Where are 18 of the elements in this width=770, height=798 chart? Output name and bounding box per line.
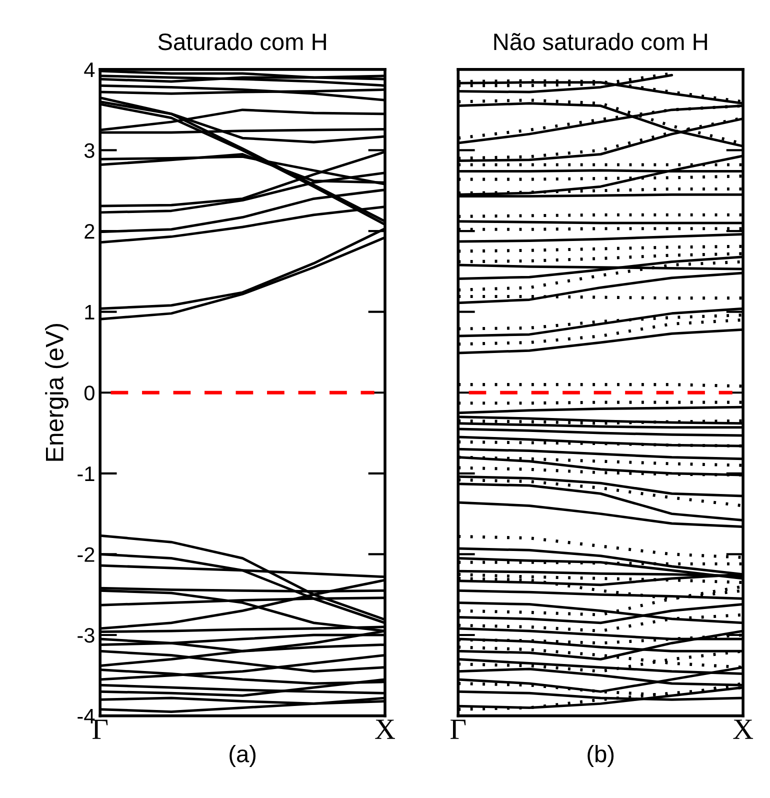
x-tick-label: Γ <box>450 720 466 739</box>
x-tick-label: X <box>375 720 396 739</box>
x-axis-title: (a) <box>230 745 256 768</box>
y-tick-label: 1 <box>85 305 94 320</box>
y-tick-label: 3 <box>84 143 94 158</box>
y-tick-label: 0 <box>84 386 94 400</box>
y-tick-label: -1 <box>78 466 94 481</box>
chart-title: Não saturado com H <box>494 32 707 50</box>
x-axis-title: (b) <box>588 745 614 768</box>
x-tick-label: X <box>733 720 754 739</box>
y-tick-label: 4 <box>84 62 95 77</box>
y-axis-title: Energia (eV) <box>45 324 68 461</box>
chart-title: Saturado com H <box>158 32 326 50</box>
y-tick-label: -4 <box>78 709 95 724</box>
x-tick-label: Γ <box>92 720 108 739</box>
y-tick-label: -3 <box>78 628 94 643</box>
y-tick-label: 2 <box>84 224 94 239</box>
y-tick-label: -2 <box>78 547 94 562</box>
